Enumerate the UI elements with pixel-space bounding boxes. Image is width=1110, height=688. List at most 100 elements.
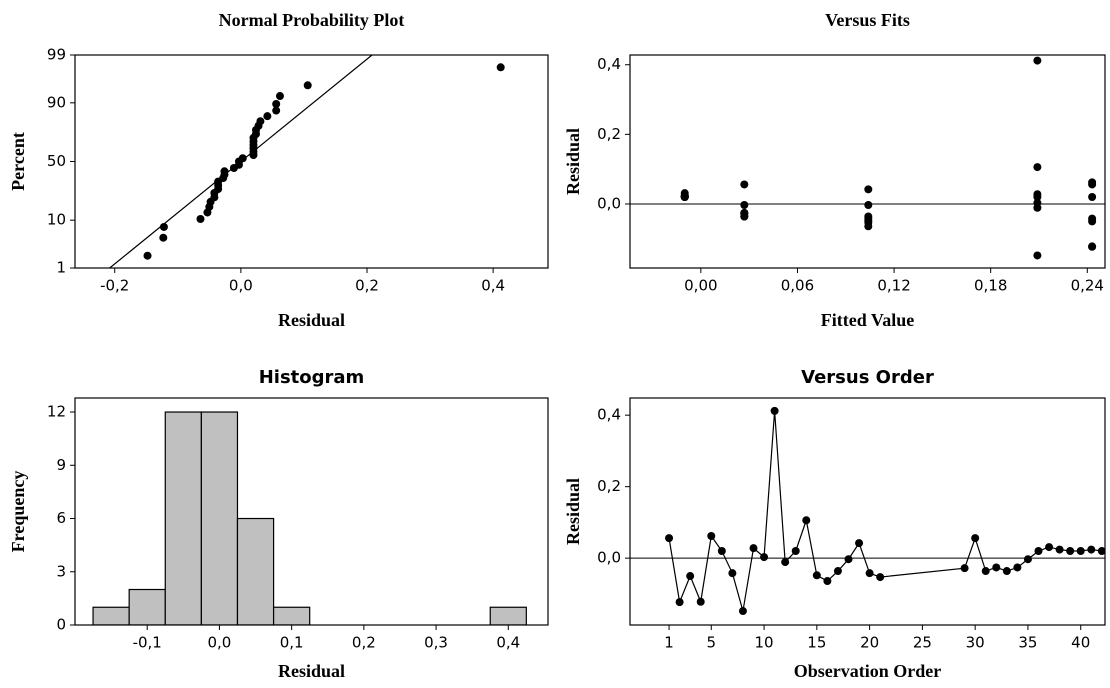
plot-frame — [629, 397, 1106, 626]
point — [256, 117, 265, 126]
x-axis-label: Residual — [278, 310, 345, 330]
point — [1087, 545, 1096, 554]
point — [781, 558, 790, 567]
point — [740, 180, 749, 189]
point — [159, 233, 168, 242]
y-tick-label: 9 — [56, 456, 66, 474]
point — [220, 167, 229, 176]
x-tick-label: 0,3 — [424, 634, 448, 652]
point — [1076, 547, 1085, 556]
point — [275, 92, 284, 101]
point — [272, 106, 281, 115]
plot-frame — [74, 397, 549, 626]
x-tick-label: 1 — [664, 634, 674, 652]
point — [876, 573, 885, 582]
point — [981, 567, 990, 576]
point — [707, 531, 716, 540]
x-axis-label: Observation Order — [794, 661, 941, 681]
point — [728, 569, 737, 578]
point — [675, 598, 684, 607]
y-tick-label: 90 — [47, 93, 66, 111]
x-tick-label: 30 — [966, 634, 985, 652]
y-tick-label: 3 — [56, 562, 66, 580]
point — [740, 209, 749, 218]
panel-title: Versus Order — [801, 367, 934, 388]
point — [696, 597, 705, 606]
y-axis-label: Frequency — [8, 471, 28, 553]
x-tick-label: 5 — [707, 634, 717, 652]
point — [960, 564, 969, 573]
x-tick-label: 0,0 — [207, 634, 231, 652]
bar — [272, 606, 311, 625]
point — [1033, 193, 1042, 201]
x-tick-label: 35 — [1018, 634, 1037, 652]
x-tick-label: 0,0 — [229, 277, 253, 295]
panel: Versus Fits Fitted Value Residual 0,00 0,06 0… — [563, 10, 1106, 330]
x-tick-label: -0,2 — [100, 277, 129, 295]
point — [1088, 193, 1097, 201]
y-tick-label: 50 — [47, 152, 66, 170]
x-tick-label: 0,4 — [481, 277, 505, 295]
x-tick-label: 0,24 — [1071, 277, 1104, 295]
point — [1034, 547, 1043, 556]
bar — [489, 606, 527, 625]
bar — [200, 411, 239, 625]
point — [770, 406, 779, 415]
y-tick-label: 0 — [56, 616, 66, 634]
x-tick-label: 10 — [755, 634, 774, 652]
point — [1045, 543, 1054, 552]
y-axis-label: Residual — [563, 478, 583, 545]
x-axis-label: Fitted Value — [821, 310, 915, 330]
x-tick-label: -0,1 — [133, 634, 162, 652]
point — [1088, 242, 1097, 251]
x-tick-label: 25 — [913, 634, 932, 652]
y-tick-label: 0,4 — [597, 406, 621, 424]
point — [864, 201, 873, 210]
point — [738, 607, 747, 616]
point — [143, 251, 152, 260]
point — [1033, 163, 1042, 172]
x-tick-label: 40 — [1071, 634, 1090, 652]
point — [864, 185, 873, 194]
plot-area — [630, 56, 1105, 260]
y-tick-label: 0,0 — [597, 194, 621, 212]
point — [303, 81, 312, 90]
panel-title: Versus Fits — [825, 10, 910, 30]
point — [686, 572, 695, 581]
point — [833, 567, 842, 576]
y-tick-label: 10 — [47, 211, 66, 229]
x-tick-label: 0,12 — [877, 277, 910, 295]
point — [159, 222, 168, 231]
x-tick-label: 0,18 — [974, 277, 1007, 295]
y-axis-label: Residual — [563, 128, 583, 195]
point — [238, 154, 247, 163]
x-tick-label: 20 — [860, 634, 879, 652]
point — [760, 553, 769, 562]
y-tick-label: 0,0 — [597, 549, 621, 567]
point — [1023, 555, 1032, 564]
panel-title: Normal Probability Plot — [219, 10, 405, 30]
point — [865, 569, 874, 578]
point — [844, 555, 853, 564]
panel: Normal Probability Plot Residual Percent -0… — [8, 10, 549, 330]
x-tick-label: 0,2 — [352, 634, 376, 652]
point — [1088, 214, 1097, 223]
bar — [92, 606, 130, 625]
x-tick-label: 0,1 — [280, 634, 304, 652]
x-tick-label: 15 — [807, 634, 826, 652]
point — [1033, 251, 1042, 260]
point — [717, 547, 726, 556]
point — [1055, 545, 1064, 554]
point — [1097, 547, 1105, 556]
point — [855, 539, 864, 548]
point — [791, 547, 800, 556]
point — [1013, 563, 1022, 572]
point — [812, 571, 821, 580]
point — [665, 534, 674, 543]
point — [749, 544, 758, 553]
x-axis-label: Residual — [278, 661, 345, 681]
x-tick-label: 0,00 — [684, 277, 717, 295]
point — [802, 516, 811, 525]
